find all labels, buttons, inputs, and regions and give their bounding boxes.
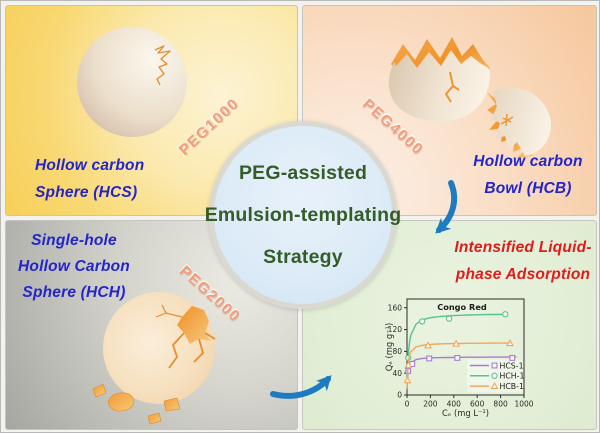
hcb-piece-body [491,87,552,156]
marker-square [454,354,461,361]
x-tick-label: 400 [447,400,462,409]
marker-square [491,362,498,369]
hcb-label: Hollow carbon Bowl (HCB) [453,148,599,202]
marker-triangle [452,339,461,347]
hcb-label-line2: Bowl (HCB) [484,180,572,197]
x-tick-label: 200 [423,400,438,409]
hch-fragment [163,397,181,412]
marker-triangle [490,381,499,390]
hch-crack-2 [168,332,216,369]
strategy-line1: PEG-assisted [238,161,368,184]
marker-triangle [506,339,514,347]
marker-square [509,354,516,361]
marker-triangle [404,360,413,368]
hcs-sphere [77,27,187,137]
y-tick-label: 0 [397,391,402,400]
hcs-sphere-illustration [77,27,187,137]
adsorption-label-line1: Intensified Liquid- [454,239,592,256]
hch-fragment [147,412,162,425]
hcs-label: Hollow carbon Sphere (HCS) [35,152,144,206]
x-tick-label: 0 [405,400,410,409]
y-tick-label: 160 [388,303,403,312]
legend-label: HCS-1 [500,361,524,370]
chart-frame [406,298,525,396]
quadrant-top-left-hcs [5,5,298,216]
legend-label: HCB-1 [500,382,524,391]
hch-label-line2: Hollow Carbon [18,258,130,275]
adsorption-isotherm-chart: 0 200 400 600 800 1000 0 40 80 120 160 Congo Red Cₑ … [385,298,534,418]
adsorption-label: Intensified Liquid- phase Adsorption [444,234,599,288]
hcb-piece-crack [500,113,514,127]
hcb-bowl-crack [445,71,460,103]
hcs-label-line2: Sphere (HCS) [35,184,138,201]
strategy-line2: Emulsion-templating [204,203,402,226]
marker-square [426,355,433,362]
hch-crack-1 [155,304,183,318]
y-tick-label: 120 [388,325,403,334]
marker-triangle [403,376,412,384]
marker-circle [445,315,453,322]
y-tick-label: 80 [392,347,402,356]
central-strategy-circle: PEG-assisted Emulsion-templating Strateg… [205,121,401,309]
hcb-label-line1: Hollow carbon [473,153,583,170]
hch-fragment [108,392,135,412]
hch-fragment [92,383,107,398]
hcb-bowl-body [388,50,491,122]
x-axis-label: Cₑ (mg L⁻¹) [442,408,489,418]
x-tick-label: 1000 [514,400,533,409]
hcs-crack-line [154,45,171,86]
marker-circle [419,318,426,325]
hcb-broken-bowl-illustration [388,37,552,158]
hch-hole [177,306,211,344]
hch-label-line3: Sphere (HCH) [22,284,126,301]
x-tick-label: 800 [493,400,508,409]
hch-label: Single-hole Hollow Carbon Sphere (HCH) [13,228,135,306]
series-line-HCB-1 [406,342,511,389]
marker-triangle [424,341,432,349]
hcs-label-line1: Hollow carbon [35,157,145,174]
hch-label-line1: Single-hole [31,232,117,249]
y-axis-label: Qₑ (mg g⁻¹) [385,323,394,372]
adsorption-label-line2: phase Adsorption [455,266,591,283]
y-tick-label: 40 [392,369,402,378]
chart-title: Congo Red [437,302,487,312]
hch-sphere-illustration [92,292,216,425]
x-tick-label: 600 [470,400,485,409]
series-line-HCH-1 [406,313,506,389]
marker-circle [491,372,498,379]
legend-label: HCH-1 [500,372,525,381]
strategy-line3: Strategy [263,245,343,268]
marker-circle [502,311,509,318]
